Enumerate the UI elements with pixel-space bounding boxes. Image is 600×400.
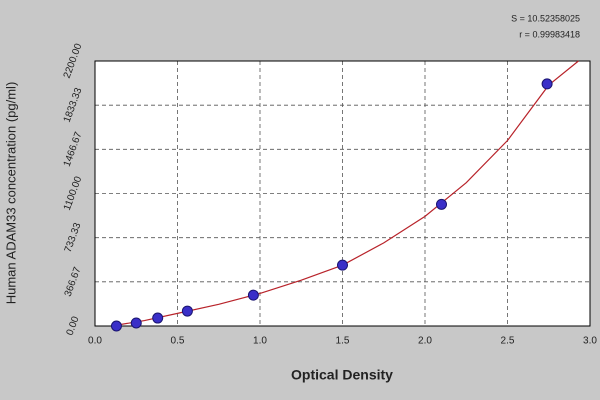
x-tick-label: 3.0 <box>583 336 597 347</box>
x-tick-label: 1.0 <box>253 336 267 347</box>
data-point <box>436 198 447 210</box>
data-point <box>337 259 348 271</box>
y-tick-label: 733.33 <box>63 221 84 254</box>
data-point <box>110 320 122 332</box>
data-point <box>247 289 259 301</box>
x-tick-label: 2.5 <box>501 336 515 347</box>
annotation: S = 10.52358025 <box>511 13 580 23</box>
y-axis-label: Human ADAM33 concentration (pg/ml) <box>3 82 18 305</box>
x-tick-label: 1.5 <box>336 336 350 347</box>
data-point <box>152 312 164 324</box>
y-tick-label: 1100.00 <box>62 175 85 212</box>
data-point <box>541 78 553 90</box>
annotation: r = 0.99983418 <box>519 29 580 39</box>
y-tick-label: 1833.33 <box>62 86 85 124</box>
x-tick-label: 0.5 <box>171 336 185 347</box>
x-tick-label: 2.0 <box>418 336 432 347</box>
x-tick-label: 0.0 <box>88 336 102 347</box>
plot-border <box>94 60 591 327</box>
x-axis-label: Optical Density <box>291 367 393 383</box>
y-tick-label: 0.00 <box>65 315 82 337</box>
data-point <box>181 305 193 317</box>
y-tick-label: 1466.67 <box>62 130 85 168</box>
y-tick-label: 2200.00 <box>62 42 85 80</box>
y-tick-label: 366.67 <box>63 265 84 298</box>
data-point <box>130 317 142 329</box>
